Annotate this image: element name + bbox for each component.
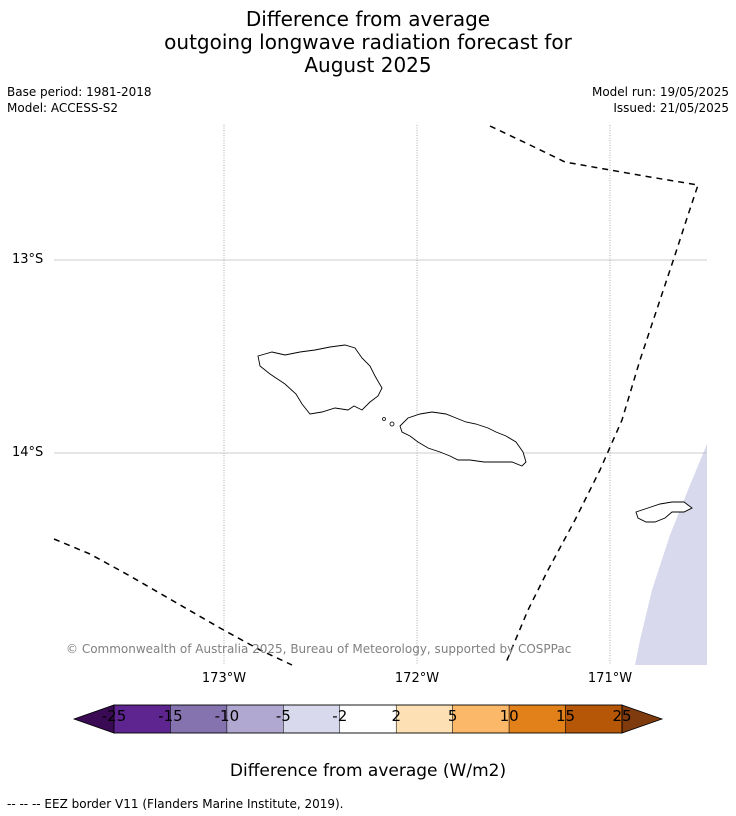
colorbar-segment — [226, 704, 284, 734]
island-manono — [389, 421, 395, 427]
colorbar-tick-label: 2 — [391, 707, 401, 725]
colorbar-tick-label: -15 — [158, 707, 183, 725]
meta-left: Base period: 1981-2018 Model: ACCESS-S2 — [7, 84, 152, 116]
map-title: Difference from average outgoing longwav… — [0, 8, 736, 77]
lon-label-173w: 173°W — [201, 671, 247, 686]
colorbar-segment — [113, 704, 171, 734]
model-name: Model: ACCESS-S2 — [7, 101, 119, 115]
base-period: Base period: 1981-2018 — [7, 85, 152, 99]
copyright-notice: © Commonwealth of Australia 2025, Bureau… — [66, 642, 572, 656]
island-tutuila — [635, 501, 693, 523]
title-line-1: Difference from average — [245, 7, 491, 31]
island-apolima — [382, 417, 386, 421]
colorbar-segment — [452, 704, 510, 734]
lon-label-171w: 171°W — [587, 671, 633, 686]
title-line-2: outgoing longwave radiation forecast for — [164, 30, 572, 54]
colorbar-segments — [113, 704, 623, 734]
lat-label-14s: 14°S — [12, 445, 44, 460]
colorbar-tick-label: 15 — [556, 707, 576, 725]
colorbar-segment — [508, 704, 566, 734]
colorbar-title: Difference from average (W/m2) — [229, 761, 507, 781]
colorbar-tick-label: -5 — [275, 707, 291, 725]
colorbar-tick-label: 5 — [447, 707, 458, 725]
colorbar-frame — [113, 704, 623, 734]
anomaly-shading — [635, 444, 707, 665]
colorbar-tick-label: -25 — [101, 707, 127, 725]
eez-border-west — [53, 538, 293, 666]
colorbar-tick-label: -2 — [332, 707, 348, 725]
meta-right: Model run: 19/05/2025 Issued: 21/05/2025 — [592, 84, 729, 116]
eez-legend-footer: -- -- -- EEZ border V11 (Flanders Marine… — [7, 797, 344, 811]
model-run: Model run: 19/05/2025 — [591, 85, 729, 99]
lat-label-13s: 13°S — [12, 252, 44, 267]
island-savaii — [257, 344, 383, 415]
lon-label-172w: 172°W — [394, 671, 440, 686]
colorbar-tick-label: -10 — [214, 707, 240, 725]
island-upolu — [399, 411, 527, 467]
colorbar-tick-label: 10 — [499, 707, 519, 725]
title-line-3: August 2025 — [304, 53, 432, 77]
colorbar-segment — [339, 704, 397, 734]
issued-date: Issued: 21/05/2025 — [613, 101, 729, 115]
colorbar-tick-label: 25 — [612, 707, 632, 725]
